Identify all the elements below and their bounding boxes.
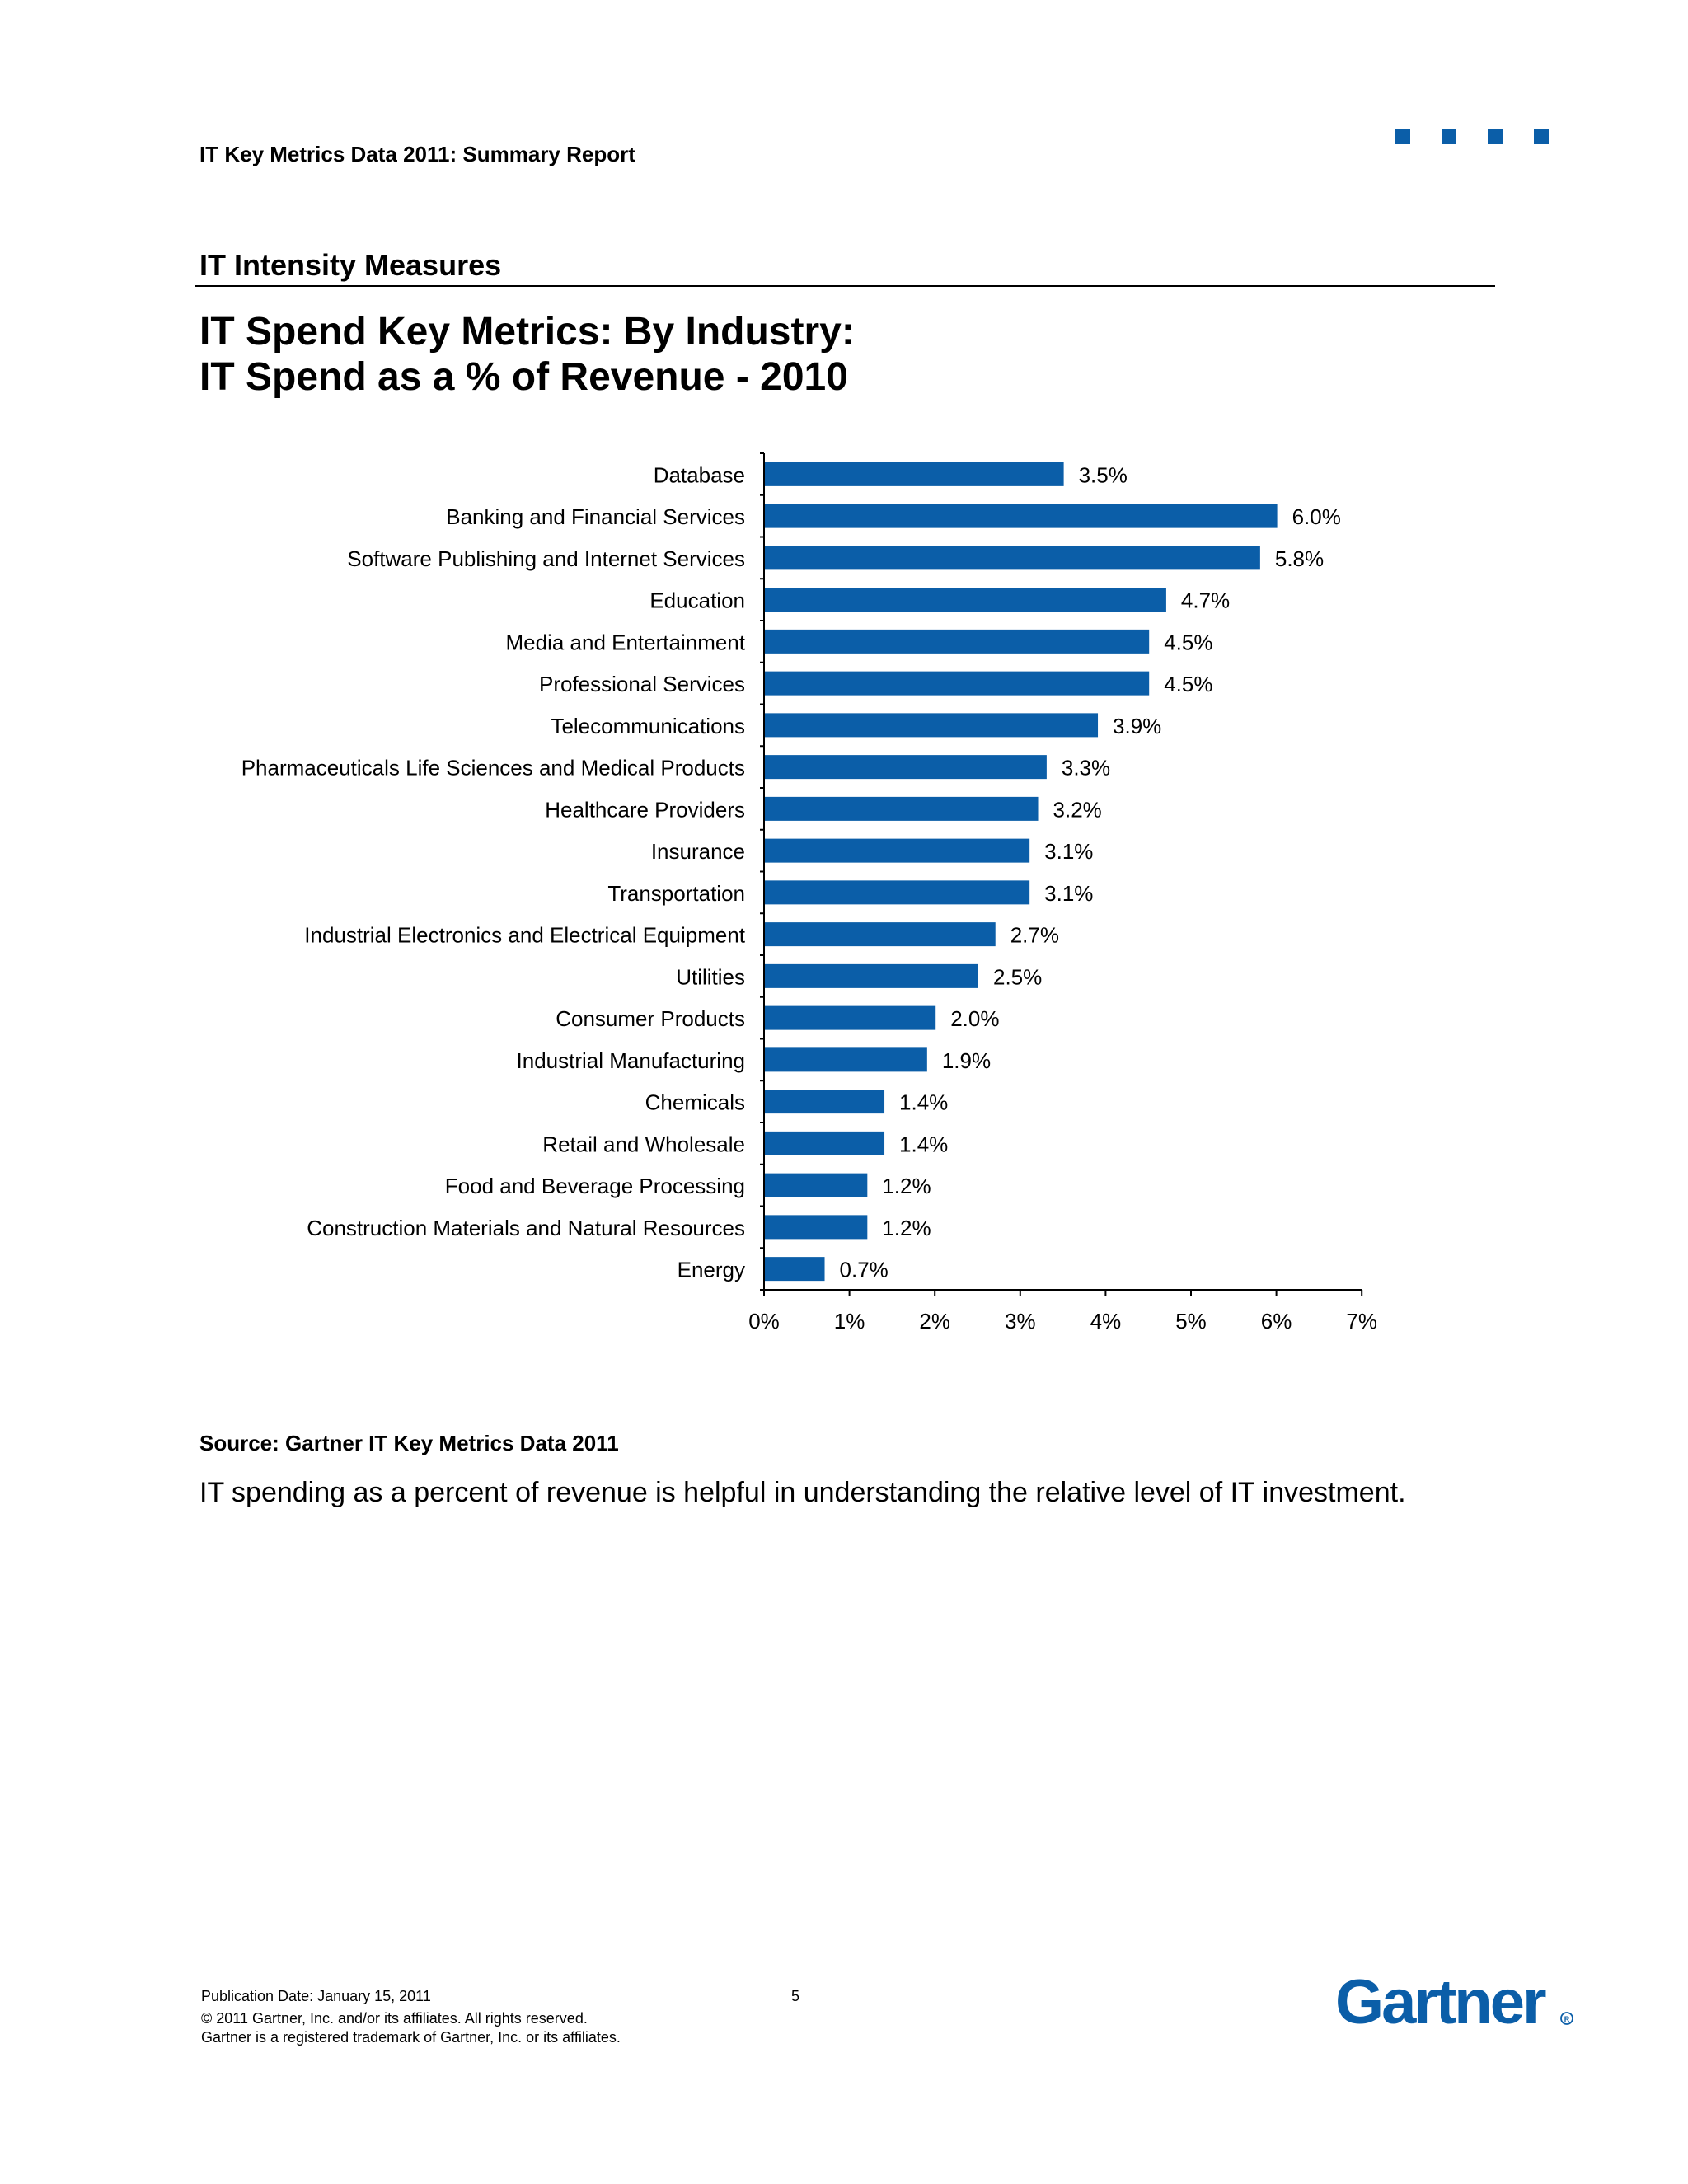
decorative-square-icon (1534, 129, 1549, 144)
data-label: 2.0% (950, 1006, 999, 1031)
category-label: Telecommunications (551, 714, 745, 738)
data-label: 3.1% (1044, 839, 1093, 864)
gartner-logo: Gartner R (1335, 1967, 1573, 2037)
category-label: Retail and Wholesale (542, 1132, 745, 1156)
decorative-square-icon (1395, 129, 1410, 144)
x-tick-label: 6% (1261, 1309, 1292, 1333)
section-title: IT Intensity Measures (199, 248, 502, 282)
summary-text: IT spending as a percent of revenue is h… (199, 1477, 1406, 1508)
decorative-square-icon (1442, 129, 1456, 144)
data-label: 1.4% (899, 1090, 948, 1115)
bar (765, 755, 1047, 780)
bar (765, 1005, 936, 1030)
data-label: 3.9% (1113, 714, 1161, 738)
page-number: 5 (791, 1988, 800, 2004)
bar (765, 1257, 825, 1282)
source-note: Source: Gartner IT Key Metrics Data 2011 (199, 1431, 619, 1455)
category-label: Construction Materials and Natural Resou… (307, 1216, 745, 1240)
category-label: Banking and Financial Services (446, 504, 745, 529)
x-tick-label: 4% (1090, 1309, 1122, 1333)
svg-text:Gartner: Gartner (1335, 1967, 1546, 2037)
bar (765, 671, 1150, 696)
data-label: 5.8% (1275, 546, 1324, 571)
data-label: 1.2% (882, 1174, 931, 1198)
data-label: 1.4% (899, 1132, 948, 1156)
data-label: 1.9% (942, 1048, 991, 1073)
data-label: 2.5% (993, 964, 1042, 989)
category-label: Consumer Products (556, 1006, 745, 1031)
category-label: Utilities (676, 964, 745, 989)
bar (765, 1131, 885, 1155)
category-label: Pharmaceuticals Life Sciences and Medica… (241, 756, 745, 780)
section-divider (195, 285, 1495, 287)
bar (765, 713, 1099, 738)
chart-title-line-1: IT Spend Key Metrics: By Industry: (199, 310, 855, 354)
x-tick-label: 5% (1175, 1309, 1207, 1333)
data-label: 4.5% (1164, 630, 1212, 654)
category-label: Healthcare Providers (545, 797, 745, 822)
x-tick-label: 1% (834, 1309, 865, 1333)
data-label: 4.5% (1164, 672, 1212, 696)
data-label: 0.7% (840, 1258, 889, 1282)
copyright-notice: © 2011 Gartner, Inc. and/or its affiliat… (201, 2010, 588, 2027)
bar (765, 796, 1039, 821)
data-label: 3.3% (1062, 756, 1110, 780)
bar (765, 880, 1030, 905)
category-label: Industrial Manufacturing (517, 1048, 745, 1073)
category-label: Transportation (607, 881, 745, 906)
category-label: Insurance (651, 839, 745, 864)
chart-heading: IT Spend Key Metrics: By Industry: IT Sp… (199, 309, 855, 400)
data-label: 3.5% (1079, 462, 1128, 487)
x-tick-label: 7% (1346, 1309, 1377, 1333)
bar (765, 922, 996, 947)
svg-text:R: R (1564, 2015, 1570, 2023)
publication-date: Publication Date: January 15, 2011 (201, 1988, 431, 2004)
bar (765, 588, 1166, 612)
category-label: Chemicals (645, 1090, 745, 1115)
decorative-square-icon (1488, 129, 1503, 144)
category-label: Food and Beverage Processing (445, 1174, 745, 1198)
category-label: Software Publishing and Internet Service… (347, 546, 745, 571)
bar (765, 1173, 868, 1197)
bar (765, 838, 1030, 863)
x-tick-label: 0% (748, 1309, 780, 1333)
bar (765, 462, 1064, 486)
category-label: Industrial Electronics and Electrical Eq… (304, 923, 745, 948)
x-tick-label: 2% (919, 1309, 950, 1333)
data-label: 3.1% (1044, 881, 1093, 906)
x-tick-label: 3% (1005, 1309, 1036, 1333)
data-label: 6.0% (1292, 504, 1341, 529)
bar (765, 546, 1260, 570)
trademark-notice: Gartner is a registered trademark of Gar… (201, 2029, 621, 2046)
data-label: 3.2% (1053, 797, 1102, 822)
data-label: 4.7% (1181, 588, 1230, 613)
bar (765, 1090, 885, 1114)
category-label: Professional Services (539, 672, 745, 696)
bar (765, 504, 1278, 528)
data-label: 2.7% (1010, 923, 1059, 948)
bar (765, 1047, 927, 1072)
bar (765, 1215, 868, 1240)
report-title: IT Key Metrics Data 2011: Summary Report (199, 142, 635, 166)
bar-chart: Database Banking and Financial Services So… (241, 452, 1377, 1333)
category-label: Education (649, 588, 745, 613)
category-label: Database (654, 462, 745, 487)
category-label: Media and Entertainment (505, 630, 745, 654)
chart-title-line-2: IT Spend as a % of Revenue - 2010 (199, 355, 848, 399)
bar (765, 963, 978, 988)
data-label: 1.2% (882, 1216, 931, 1240)
bar (765, 629, 1150, 654)
category-label: Energy (678, 1258, 745, 1282)
